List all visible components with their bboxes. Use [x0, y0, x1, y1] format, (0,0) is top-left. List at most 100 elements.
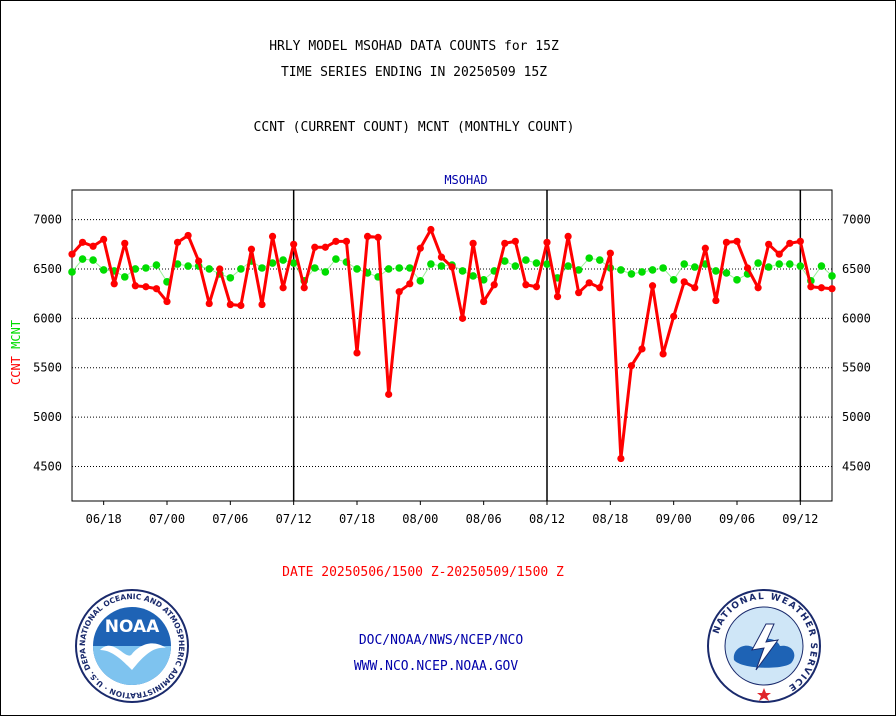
mcnt-point — [279, 256, 287, 264]
mcnt-point — [479, 276, 488, 284]
ccnt-point — [564, 232, 572, 241]
mcnt-point — [395, 264, 404, 272]
mcnt-point — [289, 259, 298, 267]
ccnt-point — [596, 284, 604, 292]
mcnt-point — [142, 264, 150, 272]
nws-logo: NATIONAL WEATHER SERVICE — [707, 589, 821, 703]
x-tick-label: 09/06 — [719, 512, 755, 526]
ccnt-point — [691, 284, 699, 292]
ccnt-point — [279, 284, 287, 292]
ccnt-point — [427, 225, 435, 234]
y-tick-label-left: 5000 — [33, 410, 62, 424]
ccnt-point — [659, 350, 667, 358]
mcnt-point — [669, 276, 678, 284]
y-axis-label: CCNT MCNT — [9, 320, 23, 385]
mcnt-point — [310, 264, 319, 272]
mcnt-point — [817, 262, 826, 270]
x-tick-label: 08/18 — [592, 512, 628, 526]
mcnt-point — [258, 264, 266, 272]
ccnt-point — [406, 280, 414, 288]
mcnt-point — [659, 264, 667, 272]
ccnt-point — [765, 240, 773, 248]
mcnt-point — [595, 256, 604, 264]
ccnt-point — [89, 242, 97, 250]
website-link[interactable]: WWW.NCO.NCEP.NOAA.GOV — [353, 659, 519, 674]
ccnt-point — [68, 250, 76, 258]
plot-frame — [71, 189, 833, 502]
mcnt-point — [648, 266, 657, 274]
x-tick-label: 07/18 — [339, 512, 375, 526]
ccnt-point — [142, 283, 150, 291]
mcnt-point — [511, 262, 520, 270]
mcnt-point — [785, 260, 794, 268]
mcnt-point — [78, 255, 87, 263]
mcnt-point — [458, 267, 467, 275]
ccnt-point — [638, 345, 646, 353]
ccnt-point — [796, 237, 804, 245]
x-tick-label: 07/00 — [149, 512, 185, 526]
ccnt-point — [775, 250, 783, 258]
x-tick-label: 07/06 — [212, 512, 248, 526]
mcnt-point — [321, 268, 330, 276]
header-legend-text: CCNT (CURRENT COUNT) MCNT (MONTHLY COUNT… — [253, 120, 575, 135]
mcnt-point — [754, 259, 762, 267]
ccnt-point — [237, 301, 245, 310]
ccnt-point — [722, 238, 731, 246]
ccnt-point — [627, 362, 636, 370]
ccnt-point — [110, 280, 118, 288]
ccnt-point — [575, 289, 583, 297]
ccnt-point — [712, 296, 720, 305]
header-title: HRLY MODEL MSOHAD DATA COUNTS for 15Z — [269, 39, 559, 54]
mcnt-point — [184, 262, 192, 270]
noaa-logo-text: NOAA — [105, 617, 160, 637]
date-range: DATE 20250506/1500 Z-20250509/1500 Z — [282, 565, 564, 580]
ccnt-point — [353, 349, 361, 357]
ccnt-point — [469, 239, 477, 247]
ccnt-point — [321, 243, 329, 251]
ccnt-point — [458, 314, 467, 322]
x-tick-label: 08/12 — [529, 512, 565, 526]
ccnt-point — [311, 243, 319, 251]
mcnt-point — [68, 268, 76, 276]
ccnt-point — [511, 237, 519, 245]
y-tick-label-left: 4500 — [33, 459, 62, 473]
ccnt-point — [501, 239, 509, 247]
mcnt-point — [828, 272, 836, 280]
mcnt-point — [585, 254, 594, 262]
y-tick-label-right: 4500 — [842, 459, 871, 473]
ccnt-point — [828, 285, 836, 293]
ccnt-point — [332, 237, 340, 245]
ccnt-point — [163, 297, 171, 306]
x-tick-label: 06/18 — [86, 512, 122, 526]
ccnt-point — [733, 237, 741, 245]
ccnt-point — [807, 283, 815, 291]
mcnt-point — [469, 272, 477, 280]
mcnt-point — [427, 260, 435, 268]
mcnt-point — [733, 276, 741, 284]
mcnt-point — [131, 265, 140, 273]
x-tick-label: 09/12 — [782, 512, 818, 526]
y-tick-label-right: 5000 — [842, 410, 871, 424]
ccnt-point — [216, 265, 224, 273]
mcnt-point — [405, 264, 414, 272]
ccnt-point — [543, 238, 551, 246]
ccnt-point — [195, 257, 203, 265]
ccnt-point — [184, 231, 192, 240]
ccnt-point — [173, 238, 182, 246]
mcnt-point — [416, 277, 425, 285]
ccnt-point — [152, 285, 161, 293]
ccnt-point — [226, 300, 234, 309]
x-tick-label: 07/12 — [276, 512, 312, 526]
ccnt-point — [205, 299, 213, 308]
ccnt-point — [448, 263, 456, 271]
ccnt-point — [342, 237, 351, 245]
ccnt-point — [374, 233, 382, 241]
ccnt-point — [680, 278, 688, 286]
mcnt-point — [173, 260, 182, 268]
mcnt-point — [680, 260, 689, 268]
ccnt-point — [522, 281, 530, 289]
mcnt-point — [332, 255, 340, 263]
x-tick-label: 08/00 — [402, 512, 438, 526]
mcnt-point — [237, 265, 245, 273]
